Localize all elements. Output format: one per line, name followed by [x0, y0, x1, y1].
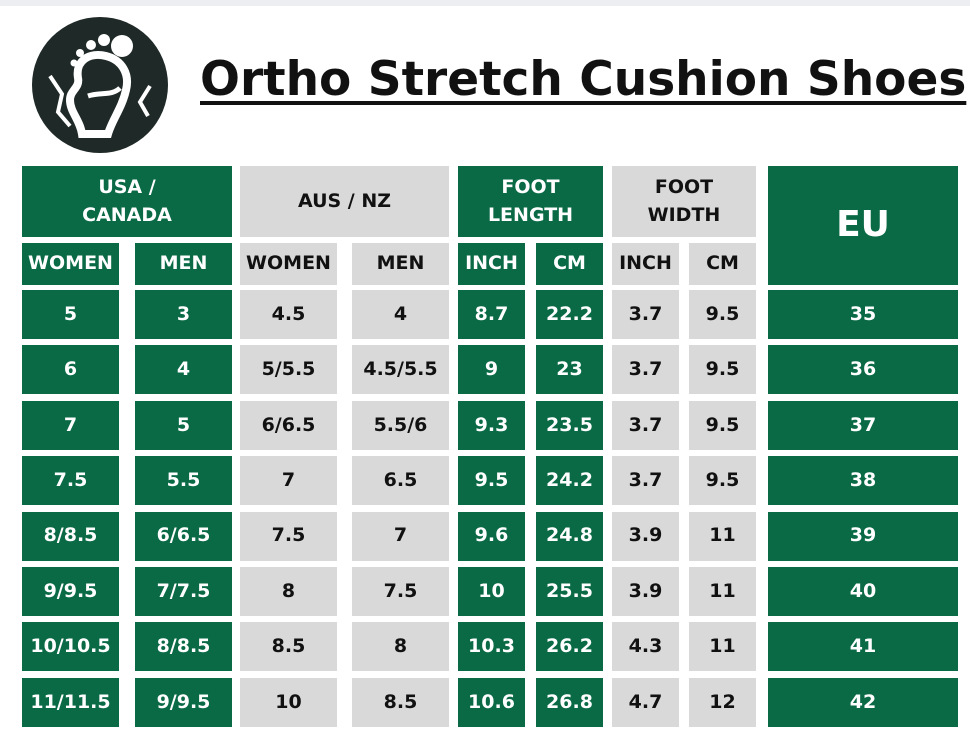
group-header: EU: [768, 166, 958, 285]
table-cell: 23.5: [536, 400, 603, 450]
table-cell: 7.5: [352, 567, 449, 616]
table-cell: 9.5: [458, 456, 525, 506]
table-cell: 11: [689, 622, 756, 672]
group-header: USA / CANADA: [22, 166, 232, 237]
table-cell: 25.5: [536, 567, 603, 616]
table-cell: 9/9.5: [135, 677, 232, 727]
title: Ortho Stretch Cushion Shoes: [200, 52, 967, 107]
table-cell: 26.8: [536, 677, 603, 727]
sub-header: WOMEN: [22, 243, 119, 285]
table-cell: 4.7: [612, 677, 679, 727]
table-cell: 37: [768, 400, 958, 450]
table-cell: 7.5: [22, 456, 119, 506]
table-cell: 10: [240, 677, 337, 727]
table-cell: 4: [135, 345, 232, 395]
table-cell: 3: [135, 290, 232, 339]
table-cell: 7: [240, 456, 337, 506]
table-cell: 12: [689, 677, 756, 727]
table-cell: 40: [768, 567, 958, 616]
top-band: [0, 0, 970, 6]
table-cell: 10/10.5: [22, 622, 119, 672]
table-cell: 8: [240, 567, 337, 616]
table-cell: 11/11.5: [22, 677, 119, 727]
table-cell: 6: [22, 345, 119, 395]
table-cell: 36: [768, 345, 958, 395]
logo: [32, 17, 168, 153]
table-cell: 4.5/5.5: [352, 345, 449, 395]
table-cell: 4.5: [240, 290, 337, 339]
table-cell: 8.5: [240, 622, 337, 672]
table-cell: 5/5.5: [240, 345, 337, 395]
sub-header: MEN: [135, 243, 232, 285]
table-cell: 9.5: [689, 400, 756, 450]
table-cell: 5: [22, 290, 119, 339]
sub-header: INCH: [458, 243, 525, 285]
table-cell: 11: [689, 511, 756, 561]
sub-header: CM: [536, 243, 603, 285]
table-cell: 8/8.5: [22, 511, 119, 561]
table-cell: 9.5: [689, 345, 756, 395]
sub-header: INCH: [612, 243, 679, 285]
group-header: AUS / NZ: [240, 166, 449, 237]
table-cell: 26.2: [536, 622, 603, 672]
table-cell: 9/9.5: [22, 567, 119, 616]
table-cell: 7/7.5: [135, 567, 232, 616]
table-cell: 10: [458, 567, 525, 616]
table-cell: 9.6: [458, 511, 525, 561]
table-cell: 22.2: [536, 290, 603, 339]
group-header: FOOT LENGTH: [458, 166, 603, 237]
table-cell: 8.7: [458, 290, 525, 339]
table-cell: 3.9: [612, 567, 679, 616]
table-cell: 39: [768, 511, 958, 561]
table-cell: 3.7: [612, 345, 679, 395]
table-cell: 8/8.5: [135, 622, 232, 672]
table-cell: 3.7: [612, 290, 679, 339]
table-cell: 3.9: [612, 511, 679, 561]
table-cell: 3.7: [612, 456, 679, 506]
table-cell: 24.8: [536, 511, 603, 561]
table-cell: 9.5: [689, 290, 756, 339]
table-cell: 10.3: [458, 622, 525, 672]
table-cell: 11: [689, 567, 756, 616]
table-cell: 4.3: [612, 622, 679, 672]
sub-header: WOMEN: [240, 243, 337, 285]
table-cell: 8: [352, 622, 449, 672]
table-cell: 10.6: [458, 677, 525, 727]
group-header: FOOT WIDTH: [612, 166, 756, 237]
table-cell: 24.2: [536, 456, 603, 506]
table-cell: 5: [135, 400, 232, 450]
table-cell: 6/6.5: [135, 511, 232, 561]
table-cell: 7: [22, 400, 119, 450]
table-cell: 41: [768, 622, 958, 672]
table-cell: 42: [768, 677, 958, 727]
table-cell: 4: [352, 290, 449, 339]
sub-header: CM: [689, 243, 756, 285]
sub-header: MEN: [352, 243, 449, 285]
table-cell: 23: [536, 345, 603, 395]
table-cell: 9: [458, 345, 525, 395]
table-cell: 7.5: [240, 511, 337, 561]
table-cell: 6/6.5: [240, 400, 337, 450]
table-cell: 7: [352, 511, 449, 561]
table-cell: 6.5: [352, 456, 449, 506]
table-cell: 3.7: [612, 400, 679, 450]
table-cell: 5.5: [135, 456, 232, 506]
table-cell: 8.5: [352, 677, 449, 727]
table-cell: 38: [768, 456, 958, 506]
table-cell: 9.3: [458, 400, 525, 450]
table-cell: 5.5/6: [352, 400, 449, 450]
table-cell: 35: [768, 290, 958, 339]
table-cell: 9.5: [689, 456, 756, 506]
